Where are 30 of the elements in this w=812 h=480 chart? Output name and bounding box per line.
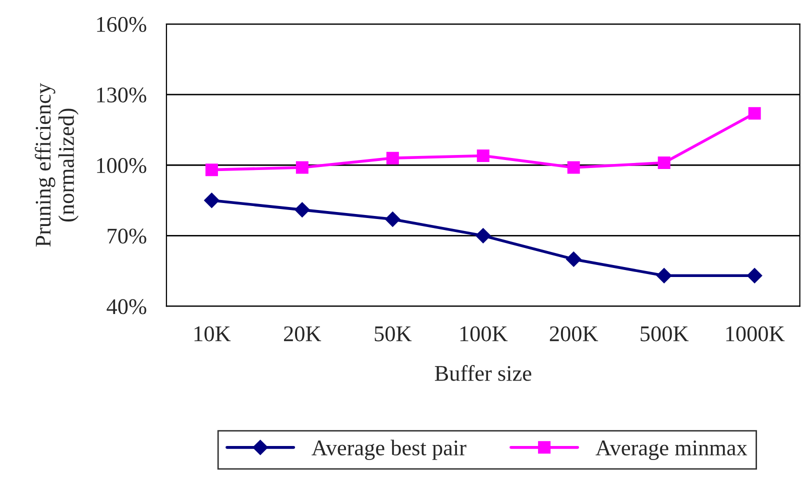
- x-tick-label: 50K: [374, 326, 412, 342]
- point: [476, 149, 490, 162]
- point: [204, 192, 220, 208]
- y-tick-label: 130%: [97, 87, 146, 103]
- x-tick-label: 10K: [194, 326, 231, 342]
- point: [386, 152, 399, 164]
- x-tick-label: 20K: [284, 326, 322, 342]
- y-tick-label: 70%: [108, 228, 146, 244]
- point: [748, 107, 761, 120]
- point: [566, 252, 582, 267]
- y-tick-label: 160%: [97, 16, 146, 32]
- x-tick-label: 100K: [460, 326, 508, 342]
- y-tick-label: 40%: [106, 299, 146, 314]
- point: [658, 156, 670, 170]
- point: [385, 212, 400, 227]
- point: [296, 161, 308, 174]
- point: [656, 268, 672, 284]
- point: [294, 202, 310, 218]
- x-tick-label: 200K: [550, 326, 598, 342]
- x-tick-label: 1000K: [726, 326, 785, 342]
- y-tick-label: 100%: [97, 158, 146, 174]
- legend-label: Average minmax: [596, 440, 748, 460]
- point: [205, 164, 218, 176]
- x-axis-title: Buffer size: [434, 365, 532, 381]
- point: [476, 228, 491, 244]
- x-tick-label: 500K: [640, 326, 689, 342]
- point: [747, 268, 762, 284]
- legend-label: Average best pair: [312, 440, 466, 460]
- point: [567, 161, 580, 174]
- y-axis-title: Pruning efficiency (normalized): [34, 83, 79, 247]
